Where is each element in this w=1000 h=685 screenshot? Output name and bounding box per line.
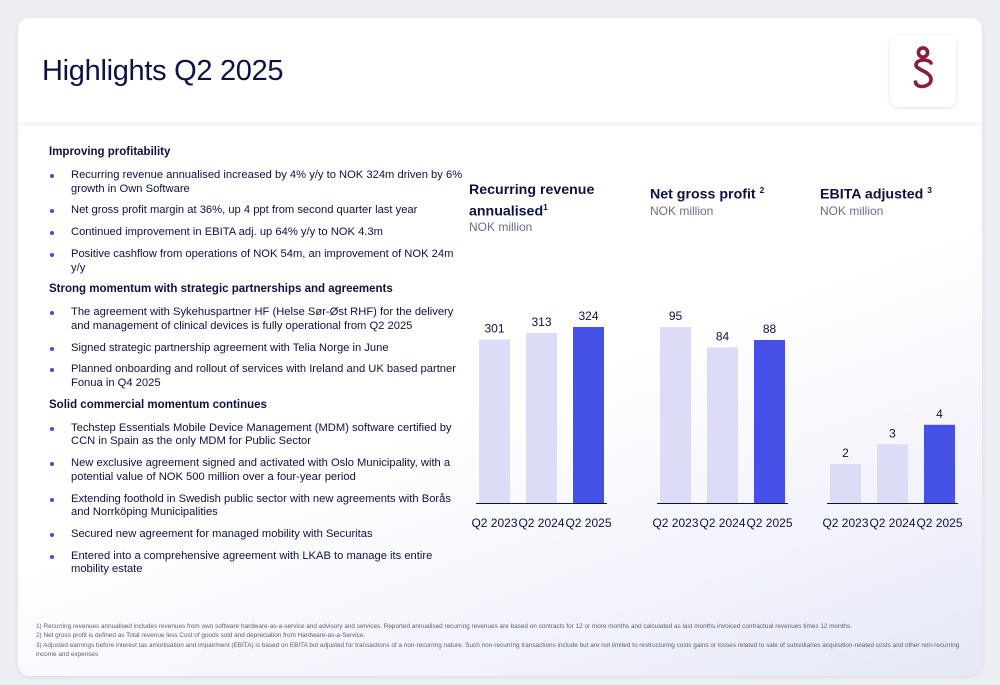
category-label: Q2 2024 <box>869 516 915 530</box>
bullet-item: Extending foothold in Swedish public sec… <box>49 493 469 520</box>
bullet-dot-icon <box>50 231 54 236</box>
bullet-text: Recurring revenue annualised increased b… <box>71 169 463 195</box>
section-heading: Improving profitability <box>49 146 171 158</box>
category-label: Q2 2024 <box>699 516 745 530</box>
bullet-dot-icon <box>50 532 54 537</box>
bullet-dot-icon <box>50 554 54 559</box>
chart-ebita-adjusted: EBITA adjusted 3 NOK million 2 Q2 2023 3 Q2… <box>820 182 970 530</box>
bullet-item: Secured new agreement for managed mobili… <box>49 528 469 542</box>
footnotes: 1) Recurring revenues annualised include… <box>36 622 966 659</box>
chart-unit: NOK million <box>469 220 533 234</box>
chart-title: EBITA adjusted 3 <box>820 185 932 203</box>
highlight-section: Solid commercial momentum continues Techs… <box>49 399 469 577</box>
bar <box>526 332 557 503</box>
category-label: Q2 2023 <box>822 516 868 530</box>
section-heading: Strong momentum with strategic partnersh… <box>49 283 393 296</box>
bullet-item: New exclusive agreement signed and activ… <box>49 457 469 484</box>
chart-net-gross-profit: Net gross profit 2 NOK million 95 Q2 2023… <box>650 182 800 530</box>
footnote: 1) Recurring revenues annualised include… <box>36 623 852 630</box>
category-label: Q2 2024 <box>518 516 564 530</box>
bullet-dot-icon <box>50 252 54 257</box>
category-label: Q2 2025 <box>565 516 611 530</box>
bullet-dot-icon <box>50 426 54 431</box>
data-label: 313 <box>531 315 551 329</box>
bar <box>479 339 510 503</box>
bar <box>573 327 604 503</box>
bullet-dot-icon <box>50 209 54 214</box>
bullet-item: Net gross profit margin at 36%, up 4 ppt… <box>49 204 469 218</box>
footnote: 2) Net gross profit is defined as Total … <box>36 632 366 640</box>
data-label: 3 <box>889 426 896 440</box>
section-heading: Solid commercial momentum continues <box>49 398 267 411</box>
logo <box>890 35 956 107</box>
bullet-text: Extending foothold in Swedish public sec… <box>71 492 451 519</box>
category-label: Q2 2025 <box>916 516 962 530</box>
bullet-text: New exclusive agreement signed and activ… <box>71 457 451 483</box>
data-label: 84 <box>716 329 730 343</box>
data-label: 88 <box>763 322 777 336</box>
bullet-text: Positive cashflow from operations of NOK… <box>71 247 454 274</box>
highlights-list: Improving profitability Recurring revenue… <box>49 146 469 585</box>
bullet-item: Techstep Essentials Mobile Device Manage… <box>49 422 469 449</box>
highlight-section: Improving profitability Recurring revenue… <box>49 146 469 275</box>
bullet-item: Signed strategic partnership agreement w… <box>49 342 469 356</box>
bullet-dot-icon <box>50 174 54 178</box>
bullet-text: Continued improvement in EBITA adj. up 6… <box>71 226 383 239</box>
bar-chart-svg: 301 Q2 2023 313 Q2 2024 324 Q2 2025 <box>471 309 611 530</box>
header: Highlights Q2 2025 <box>18 18 982 122</box>
bullet-dot-icon <box>50 497 54 502</box>
highlight-section: Strong momentum with strategic partnersh… <box>49 283 469 391</box>
techstep-logo-icon <box>913 46 933 89</box>
bullet-dot-icon <box>50 368 54 373</box>
category-label: Q2 2023 <box>471 516 517 530</box>
bullet-text: Techstep Essentials Mobile Device Manage… <box>71 421 452 448</box>
data-label: 301 <box>484 321 504 335</box>
bar-chart-svg: 95 Q2 2023 84 Q2 2024 88 Q2 2025 <box>652 309 792 530</box>
page-title: Highlights Q2 2025 <box>42 55 284 87</box>
bullet-item: Continued improvement in EBITA adj. up 6… <box>49 226 469 240</box>
category-label: Q2 2025 <box>746 516 792 530</box>
bar <box>877 444 908 503</box>
chart-recurring-revenue: Recurring revenue annualised1 NOK millio… <box>469 182 619 530</box>
chart-unit: NOK million <box>820 204 884 218</box>
chart-unit: NOK million <box>650 204 714 218</box>
bullet-text: Planned onboarding and rollout of servic… <box>71 363 456 390</box>
bullet-list: The agreement with Sykehuspartner HF (He… <box>49 306 469 391</box>
bar <box>707 347 738 503</box>
bullet-item: Planned onboarding and rollout of servic… <box>49 363 469 390</box>
bullet-dot-icon <box>50 462 54 467</box>
bar <box>830 463 861 503</box>
bullet-text: The agreement with Sykehuspartner HF (He… <box>71 306 454 332</box>
bullet-dot-icon <box>50 346 54 351</box>
bullet-text: Signed strategic partnership agreement w… <box>71 341 389 354</box>
bar <box>754 339 785 503</box>
bullet-dot-icon <box>50 311 54 316</box>
chart-title: Net gross profit 2 <box>650 185 765 203</box>
data-label: 2 <box>842 446 849 460</box>
bullet-item: Positive cashflow from operations of NOK… <box>49 248 469 275</box>
bullet-item: The agreement with Sykehuspartner HF (He… <box>49 306 469 333</box>
bullet-text: Entered into a comprehensive agreement w… <box>71 549 433 576</box>
bullet-list: Recurring revenue annualised increased b… <box>49 169 469 275</box>
bar-chart-svg: 2 Q2 2023 3 Q2 2024 4 Q2 2025 <box>822 407 962 530</box>
slide: Highlights Q2 2025 Improving profitabili… <box>18 18 982 676</box>
bullet-item: Recurring revenue annualised increased b… <box>49 169 469 196</box>
bar <box>924 424 955 503</box>
data-label: 95 <box>669 309 683 323</box>
category-label: Q2 2023 <box>652 516 698 530</box>
bullet-text: Net gross profit margin at 36%, up 4 ppt… <box>71 204 418 217</box>
data-label: 324 <box>578 309 598 323</box>
bar <box>660 327 691 503</box>
footnote: 3) Adjusted earnings before interest tax… <box>36 641 960 658</box>
bullet-item: Entered into a comprehensive agreement w… <box>49 550 469 577</box>
bullet-list: Techstep Essentials Mobile Device Manage… <box>49 422 469 577</box>
chart-title: Recurring revenue annualised1 <box>469 182 595 220</box>
data-label: 4 <box>936 407 943 421</box>
bullet-text: Secured new agreement for managed mobili… <box>71 527 373 540</box>
